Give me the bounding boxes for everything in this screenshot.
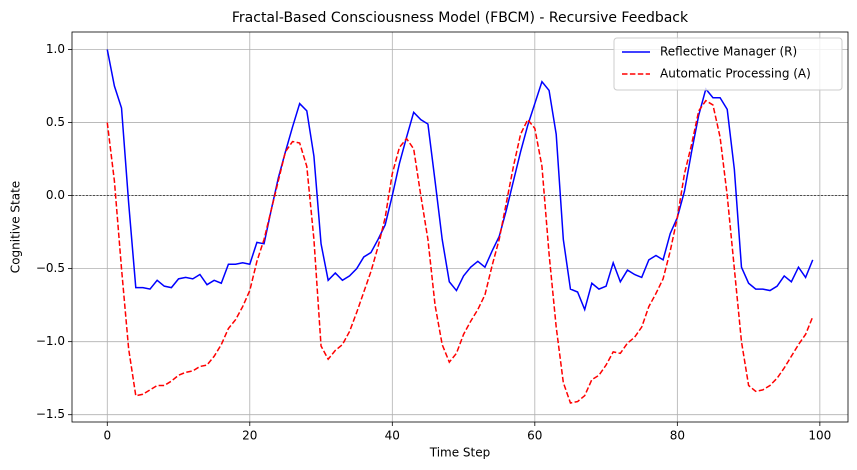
x-axis-label: Time Step: [429, 446, 491, 460]
legend-label: Automatic Processing (A): [660, 67, 811, 81]
legend-label: Reflective Manager (R): [660, 45, 797, 59]
x-tick-label: 80: [670, 429, 685, 443]
legend-box: [613, 37, 843, 91]
y-tick-label: −1.0: [36, 334, 65, 348]
y-tick-label: 1.0: [46, 42, 65, 56]
chart-title: Fractal-Based Consciousness Model (FBCM)…: [232, 10, 689, 26]
y-axis-label: Cognitive State: [9, 181, 23, 273]
y-tick-label: 0.0: [46, 188, 65, 202]
plot-frame: [71, 31, 849, 423]
y-tick-label: 0.5: [46, 115, 65, 129]
y-tick-label: −1.5: [36, 407, 65, 421]
x-tick-label: 40: [385, 429, 400, 443]
x-tick-label: 100: [808, 429, 831, 443]
x-tick-label: 20: [242, 429, 257, 443]
y-tick-label: −0.5: [36, 261, 65, 275]
x-tick-label: 60: [527, 429, 542, 443]
series-line: [106, 49, 814, 312]
series-line: [106, 99, 814, 404]
x-tick-label: 0: [103, 429, 111, 443]
